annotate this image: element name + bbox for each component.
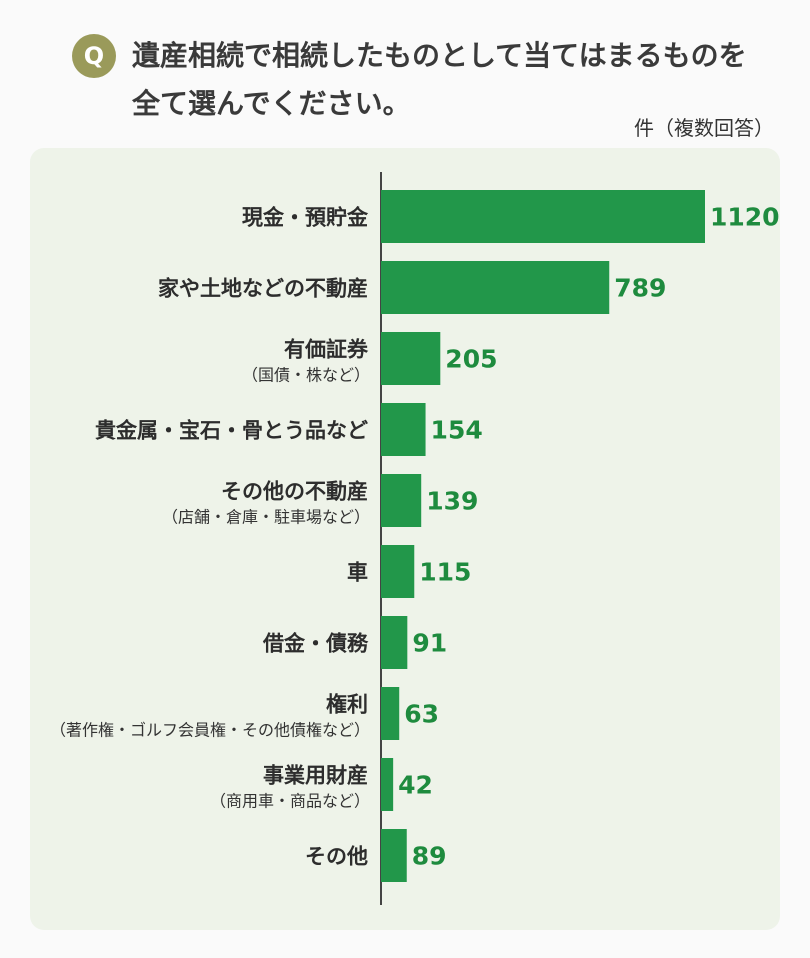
category-label-4: その他の不動産	[221, 480, 368, 504]
category-label-6: 借金・債務	[262, 632, 369, 656]
category-label-7: 権利	[326, 693, 368, 717]
bar-1	[381, 261, 610, 314]
value-label-3: 154	[431, 416, 483, 445]
value-label-8: 42	[398, 771, 433, 800]
bar-0	[381, 190, 705, 243]
value-label-9: 89	[412, 842, 447, 871]
bar-3	[381, 403, 426, 456]
category-label-2: 有価証券	[284, 338, 369, 362]
category-sublabel-8: （商用車・商品など）	[210, 792, 370, 811]
category-label-1: 家や土地などの不動産	[158, 277, 368, 301]
category-label-9: その他	[305, 845, 368, 869]
category-label-3: 貴金属・宝石・骨とう品など	[95, 419, 368, 443]
category-sublabel-4: （店舗・倉庫・駐車場など）	[162, 508, 370, 527]
q-badge: Q	[72, 34, 116, 78]
unit-label: 件（複数回答）	[634, 116, 774, 140]
chart-title: 遺産相続で相続したものとして当てはまるものを全て選んでください。	[132, 39, 747, 120]
value-label-0: 1120	[710, 203, 780, 232]
bar-2	[381, 332, 441, 385]
bar-8	[381, 758, 394, 811]
bar-9	[381, 829, 407, 882]
value-label-2: 205	[445, 345, 497, 374]
category-label-0: 現金・預貯金	[242, 206, 369, 230]
value-label-7: 63	[404, 700, 439, 729]
bar-5	[381, 545, 415, 598]
value-label-4: 139	[426, 487, 478, 516]
category-label-8: 事業用財産	[263, 764, 368, 788]
value-label-5: 115	[419, 558, 471, 587]
bar-4	[381, 474, 422, 527]
value-label-1: 789	[614, 274, 666, 303]
category-sublabel-7: （著作権・ゴルフ会員権・その他債権など）	[50, 721, 370, 740]
category-sublabel-2: （国債・株など）	[242, 366, 370, 385]
bar-6	[381, 616, 408, 669]
category-label-5: 車	[347, 561, 368, 585]
value-label-6: 91	[412, 629, 447, 658]
bar-7	[381, 687, 400, 740]
